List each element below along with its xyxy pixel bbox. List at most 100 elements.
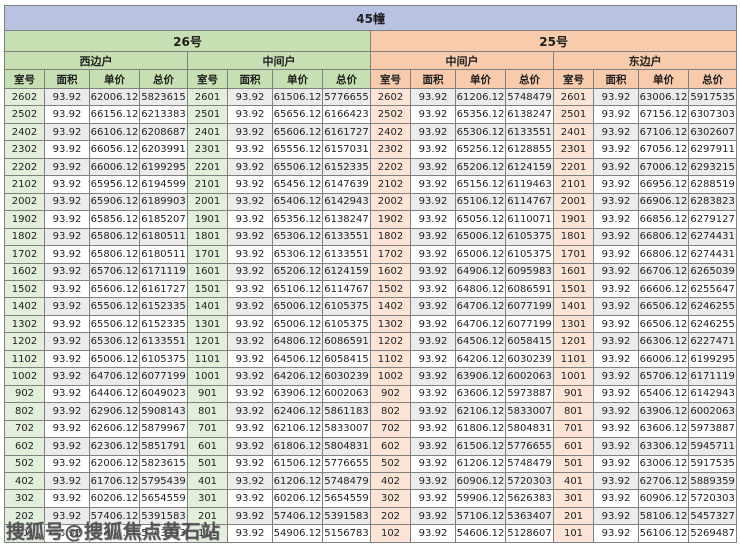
total-price-cell: 5654559 — [139, 489, 188, 508]
unit-price-cell: 64706.12 — [89, 367, 140, 386]
area-cell: 93.92 — [410, 332, 456, 351]
total-price-cell: 6105375 — [322, 314, 371, 334]
room-cell: 702 — [4, 419, 45, 439]
room-cell: 801 — [553, 402, 594, 421]
room-cell: 1101 — [553, 349, 594, 369]
unit-price-cell: 65656.12 — [272, 105, 323, 124]
total-price-cell: 6203991 — [139, 140, 188, 159]
unit-price-cell: 65606.12 — [89, 279, 140, 299]
total-price-cell: 6077199 — [505, 297, 554, 316]
column-header-25-east-total-price: 总价 — [687, 69, 738, 89]
room-cell: 1702 — [4, 245, 45, 264]
room-cell: 2601 — [553, 87, 594, 107]
area-cell: 93.92 — [593, 314, 639, 334]
room-cell: 1802 — [4, 227, 45, 247]
area-cell: 93.92 — [227, 332, 273, 351]
room-cell: 2402 — [370, 122, 411, 142]
room-cell: 1802 — [370, 227, 411, 247]
total-price-cell: 6166423 — [322, 105, 371, 124]
unit-price-cell: 62706.12 — [638, 471, 689, 491]
area-cell: 93.92 — [44, 332, 90, 351]
unit-price-cell: 54906.12 — [272, 524, 323, 543]
unit-price-cell: 60906.12 — [638, 489, 689, 508]
room-cell: 1102 — [4, 349, 45, 369]
room-cell: 1001 — [553, 367, 594, 386]
unit-price-cell: 67106.12 — [638, 122, 689, 142]
area-cell: 93.92 — [593, 245, 639, 264]
room-cell: 1301 — [187, 314, 228, 334]
total-price-cell: 5917535 — [687, 454, 738, 473]
unit-price-cell: 67056.12 — [638, 140, 689, 159]
room-cell: 802 — [370, 402, 411, 421]
area-cell: 93.92 — [227, 297, 273, 316]
area-cell: 93.92 — [44, 454, 90, 473]
total-price-cell: 5879967 — [139, 419, 188, 439]
area-cell: 93.92 — [410, 245, 456, 264]
total-price-cell: 6279127 — [687, 210, 738, 229]
total-price-cell: 5973887 — [687, 419, 738, 439]
table-row: 2002 93.92 65906.12 6189903 2001 93.92 65406.1… — [4, 192, 738, 212]
area-cell: 93.92 — [227, 175, 273, 194]
unit-price-cell: 61706.12 — [89, 471, 140, 491]
unit-price-cell: 65356.12 — [272, 210, 323, 229]
column-header-26-west-area: 面积 — [44, 69, 90, 89]
unit-price-cell: 62606.12 — [89, 419, 140, 439]
total-price-cell: 6110071 — [505, 210, 554, 229]
room-cell: 101 — [187, 524, 228, 543]
title-row: 45幢 — [3, 5, 738, 31]
room-cell: 902 — [370, 384, 411, 404]
table-row: 2502 93.92 66156.12 6213383 2501 93.92 65656.1… — [4, 105, 738, 124]
room-cell: 502 — [370, 454, 411, 473]
total-price-cell: 5917535 — [687, 87, 738, 107]
total-price-cell: 5908143 — [139, 402, 188, 421]
unit-price-cell: 65006.12 — [272, 297, 323, 316]
table-row: 1702 93.92 65806.12 6180511 1701 93.92 65306.1… — [4, 245, 738, 264]
unit-price-cell: 62106.12 — [272, 419, 323, 439]
area-cell: 93.92 — [44, 297, 90, 316]
total-price-cell: 6185207 — [139, 210, 188, 229]
total-price-cell: 5720303 — [505, 471, 554, 491]
price-sheet: 45幢 26号 25号 西边户 中间户 中间户 东边户 室号 面积 单价 总价 室号 面积… — [3, 5, 738, 543]
column-header-26-west-unit-price: 单价 — [89, 69, 140, 89]
total-price-cell: 5363407 — [505, 506, 554, 526]
room-cell: 2202 — [370, 157, 411, 177]
unit-price-cell: 65006.12 — [89, 349, 140, 369]
total-price-cell: 6157031 — [322, 140, 371, 159]
total-price-cell: 6246255 — [687, 314, 738, 334]
room-cell: 2301 — [187, 140, 228, 159]
table-row: 2102 93.92 65956.12 6194599 2101 93.92 65456.1… — [4, 175, 738, 194]
unit-price-cell: 65306.12 — [272, 227, 323, 247]
column-header-25-middle-room: 室号 — [370, 69, 411, 89]
room-cell: 901 — [553, 384, 594, 404]
area-cell: 93.92 — [410, 506, 456, 526]
area-cell: 93.92 — [44, 471, 90, 491]
total-price-cell: 6288519 — [687, 175, 738, 194]
total-price-cell: 6255647 — [687, 279, 738, 299]
unit-price-cell: 65106.12 — [272, 279, 323, 299]
total-price-cell: 6152335 — [322, 157, 371, 177]
total-price-cell: 6133551 — [322, 227, 371, 247]
unit-price-cell: 64506.12 — [272, 349, 323, 369]
room-cell: 2501 — [553, 105, 594, 124]
room-cell: 1302 — [4, 314, 45, 334]
unit-price-cell: 66006.12 — [89, 157, 140, 177]
total-price-cell: 6302607 — [687, 122, 738, 142]
unit-price-cell: 64206.12 — [272, 367, 323, 386]
room-cell: 1501 — [553, 279, 594, 299]
unit-price-cell: 61506.12 — [272, 454, 323, 473]
area-cell: 93.92 — [227, 402, 273, 421]
building-25-header: 25号 — [369, 30, 738, 52]
area-cell: 93.92 — [44, 175, 90, 194]
total-price-cell: 5804831 — [505, 419, 554, 439]
column-header-25-middle-total-price: 总价 — [505, 69, 554, 89]
area-cell: 93.92 — [593, 297, 639, 316]
total-price-cell: 5776655 — [322, 454, 371, 473]
area-cell: 93.92 — [227, 349, 273, 369]
table-row: 602 93.92 62306.12 5851791 601 93.92 61806.12 5… — [4, 437, 738, 456]
unit-price-cell: 66806.12 — [638, 227, 689, 247]
unit-price-cell: 63906.12 — [455, 367, 506, 386]
room-cell: 1602 — [370, 262, 411, 281]
table-row: 102 93.92 55406.12 5203743 101 93.92 54906.12 5… — [4, 524, 738, 543]
area-cell: 93.92 — [410, 471, 456, 491]
area-cell: 93.92 — [227, 210, 273, 229]
